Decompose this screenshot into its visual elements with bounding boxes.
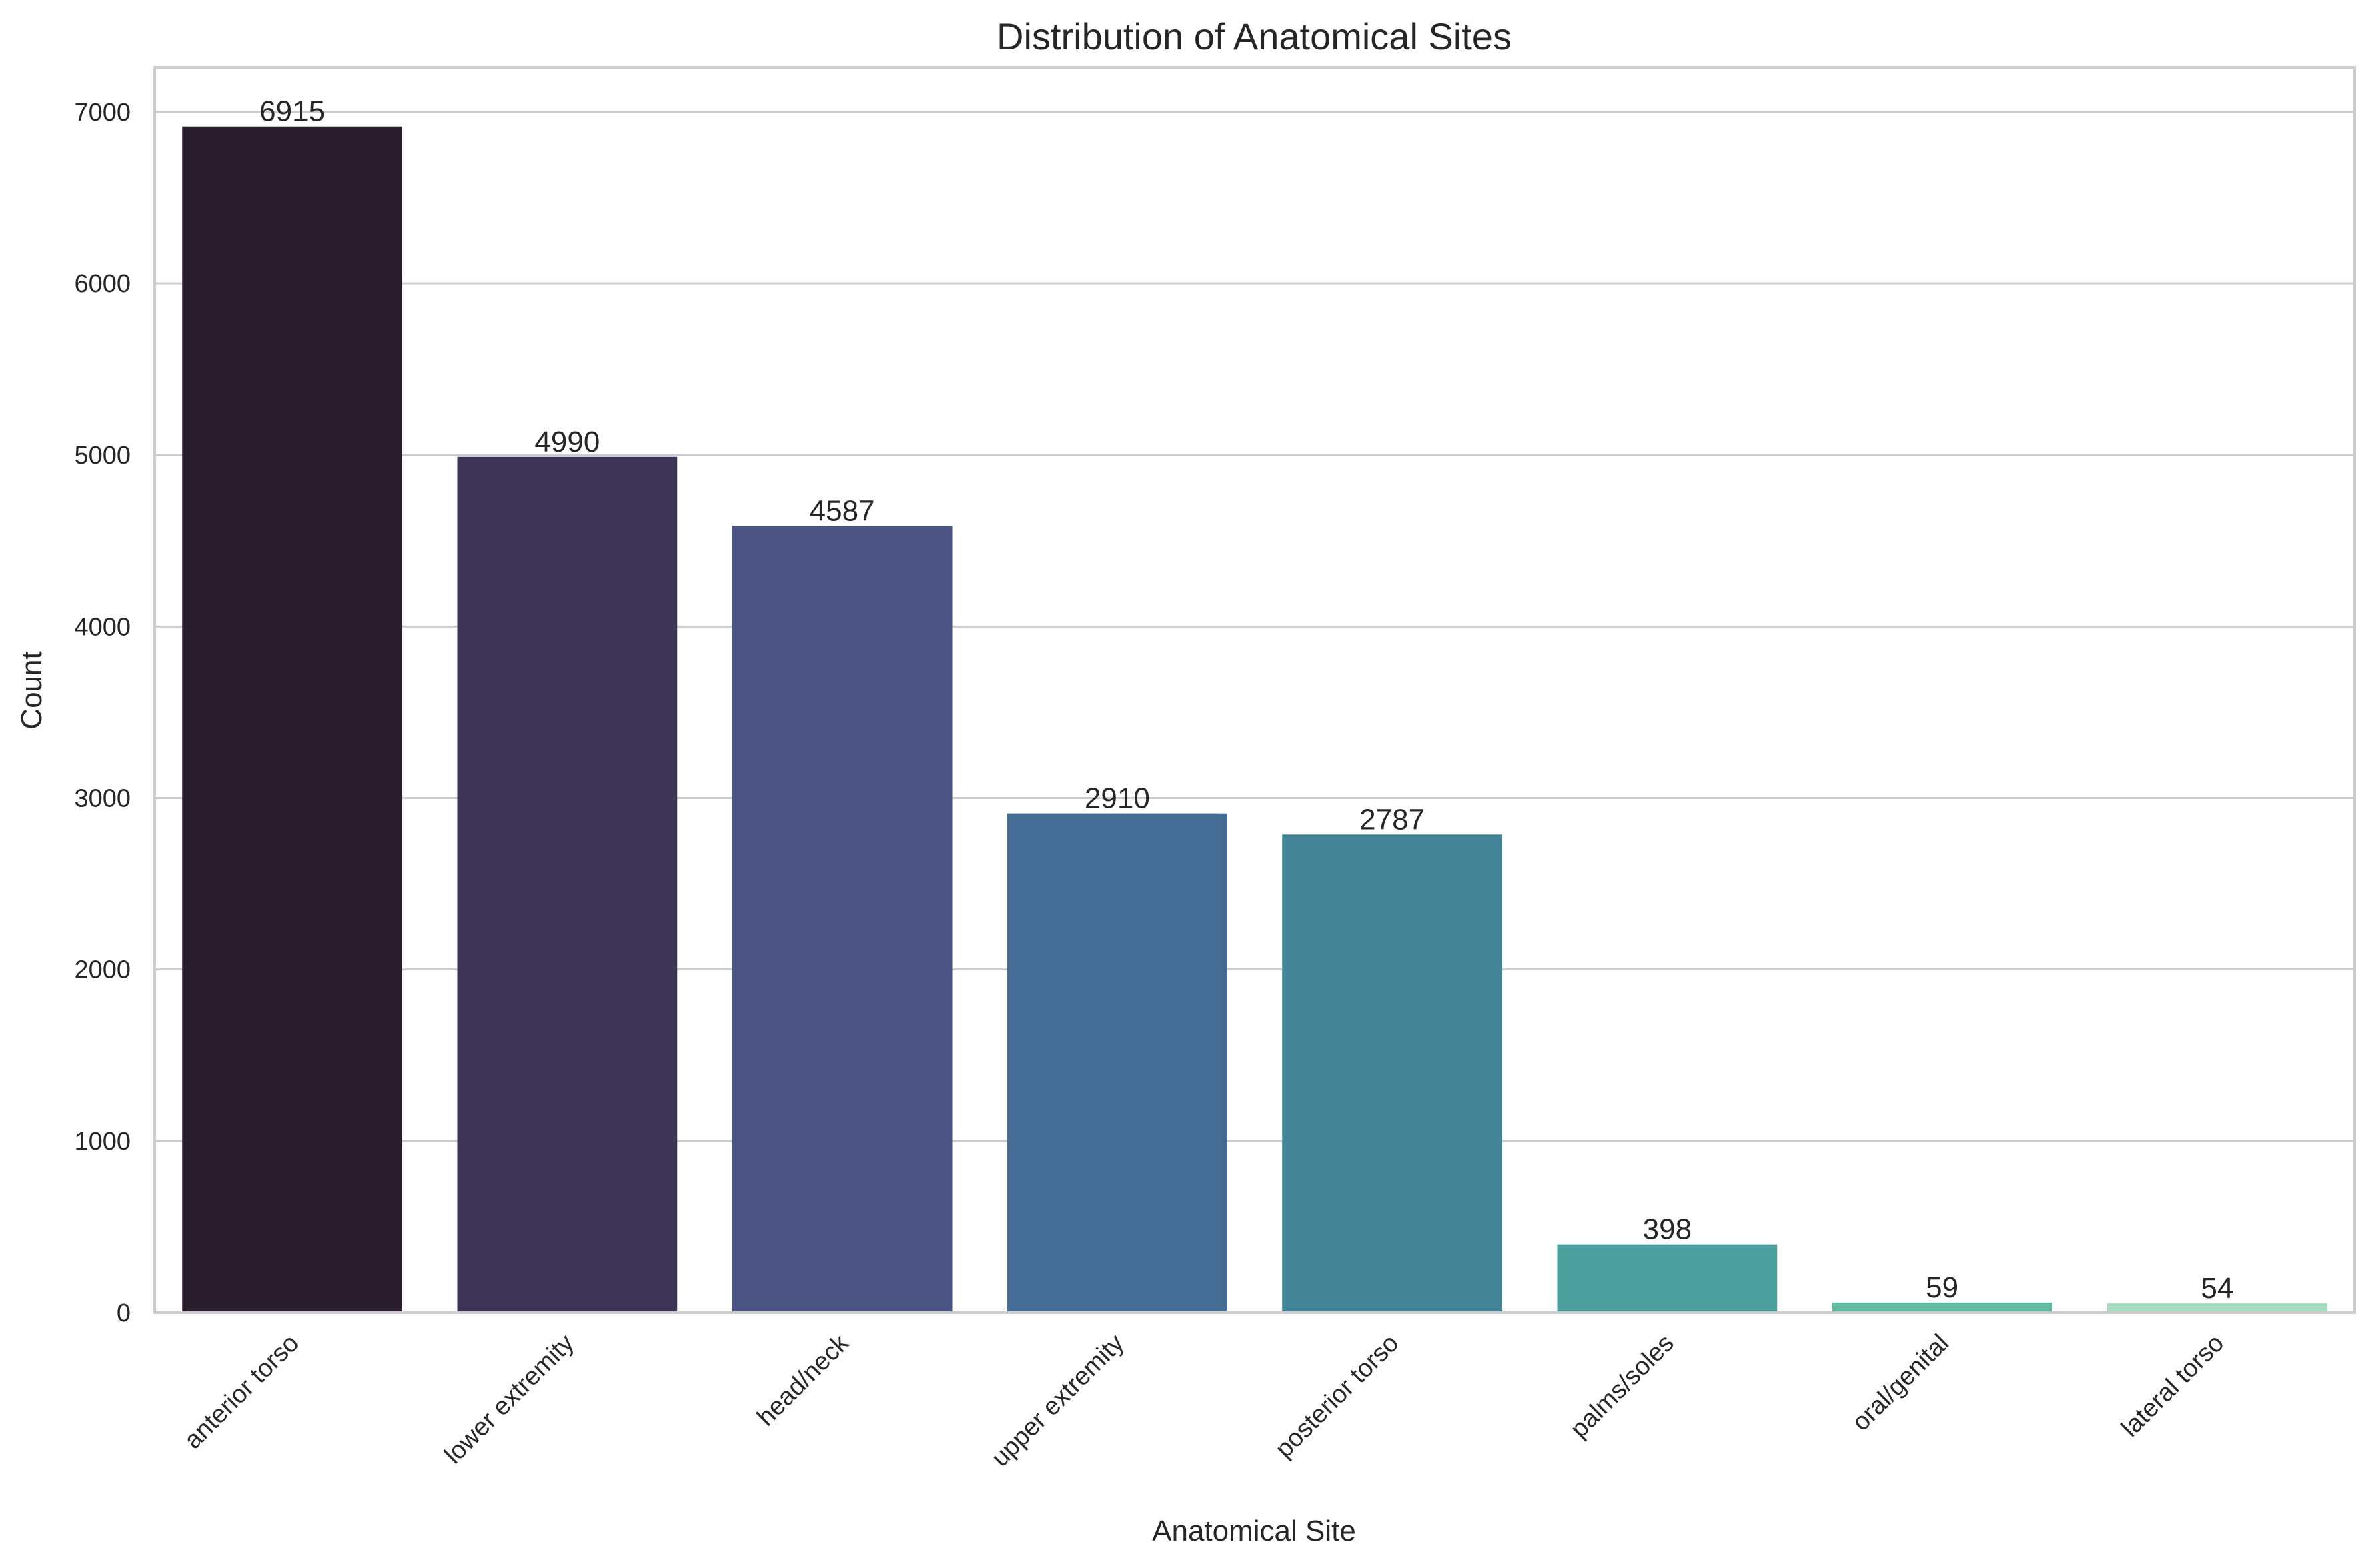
y-tick-label: 2000 — [74, 956, 131, 984]
y-tick-label: 6000 — [74, 270, 131, 298]
bar-value-label: 4587 — [810, 494, 875, 527]
bar — [1832, 1302, 2052, 1313]
y-axis-label: Count — [15, 651, 48, 729]
x-tick-label: upper extremity — [986, 1329, 1129, 1473]
bar — [1282, 834, 1503, 1313]
y-tick-label: 1000 — [74, 1128, 131, 1156]
x-axis-ticks: anterior torso lower extremity head/neck up… — [179, 1329, 2229, 1473]
x-tick-label: palms/soles — [1565, 1329, 1680, 1444]
bars — [182, 126, 2327, 1313]
plot-frame — [153, 66, 2356, 1314]
y-axis-ticks: 0 1000 2000 3000 4000 5000 6000 7000 — [74, 99, 131, 1327]
x-tick-label: anterior torso — [179, 1329, 304, 1455]
bar — [1007, 813, 1227, 1313]
bar — [182, 126, 403, 1313]
bar — [732, 526, 953, 1313]
y-tick-label: 7000 — [74, 99, 131, 127]
bar-value-label: 59 — [1926, 1271, 1958, 1304]
data-labels: 6915 4990 4587 2910 2787 398 59 54 — [259, 95, 2233, 1305]
bar — [457, 456, 678, 1313]
bar — [1557, 1244, 1778, 1313]
bar — [2107, 1303, 2327, 1313]
bar-value-label: 2787 — [1359, 803, 1425, 836]
y-tick-label: 4000 — [74, 613, 131, 641]
x-tick-label: lateral torso — [2116, 1329, 2229, 1443]
y-tick-label: 3000 — [74, 785, 131, 813]
x-tick-label: lower extremity — [439, 1329, 579, 1469]
bar-value-label: 6915 — [259, 95, 325, 128]
y-tick-label: 0 — [117, 1299, 131, 1327]
x-tick-label: posterior torso — [1270, 1329, 1404, 1463]
bar-value-label: 398 — [1643, 1213, 1692, 1246]
bar-value-label: 54 — [2201, 1272, 2233, 1305]
bar-value-label: 2910 — [1085, 782, 1150, 815]
chart-title: Distribution of Anatomical Sites — [997, 15, 1512, 57]
bar-value-label: 4990 — [534, 426, 600, 458]
x-axis-label: Anatomical Site — [1152, 1515, 1356, 1547]
x-tick-label: oral/genital — [1847, 1329, 1954, 1437]
x-tick-label: head/neck — [752, 1329, 854, 1431]
y-tick-label: 5000 — [74, 442, 131, 470]
